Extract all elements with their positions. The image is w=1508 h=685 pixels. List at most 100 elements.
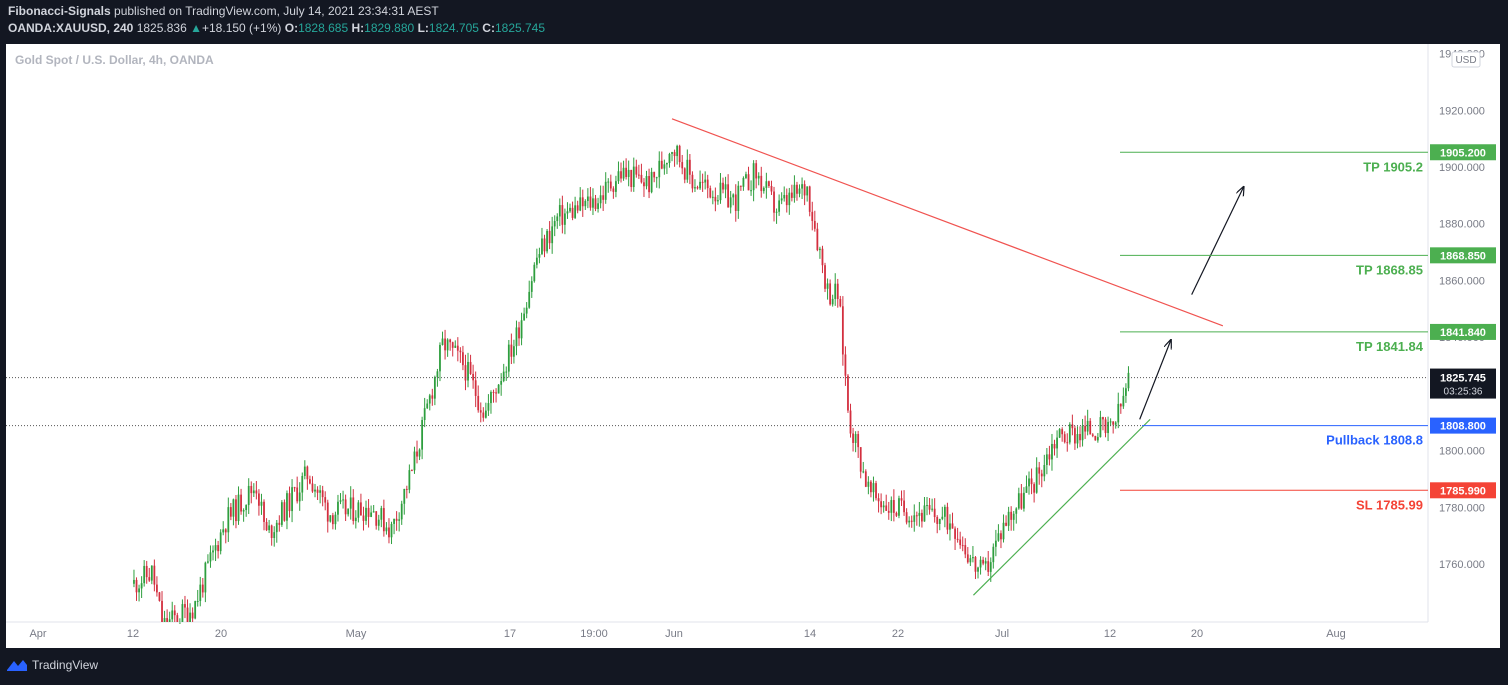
candle — [446, 338, 449, 357]
footer: TradingView — [6, 657, 98, 673]
axis-ticks: 1760.0001780.0001800.0001820.0001840.000… — [29, 49, 1485, 640]
candle — [908, 516, 911, 528]
candle — [903, 490, 905, 516]
candle — [1094, 435, 1097, 441]
candle — [311, 476, 314, 493]
candle — [566, 202, 569, 219]
candle — [747, 166, 750, 191]
candle — [319, 485, 322, 504]
candle — [380, 505, 383, 528]
candle — [921, 509, 923, 528]
candle — [492, 389, 495, 403]
candle — [538, 247, 541, 264]
candle — [166, 609, 169, 622]
candle — [992, 543, 995, 569]
candle — [852, 427, 854, 452]
candle — [316, 486, 319, 501]
currency-badge-frame[interactable] — [1451, 51, 1481, 68]
sl-price-tag: 1785.990 — [1430, 482, 1496, 499]
candle — [462, 345, 464, 371]
pullback-level-label: Pullback 1808.8 — [1326, 433, 1423, 448]
candle — [1081, 418, 1084, 447]
candle — [298, 482, 301, 511]
candle — [1048, 445, 1051, 466]
candle — [829, 279, 832, 306]
symbol-label[interactable]: OANDA:XAUUSD, 240 — [8, 21, 134, 35]
candle — [796, 181, 798, 201]
candle — [997, 524, 1000, 542]
candle — [472, 364, 475, 389]
close-label: C: — [482, 21, 495, 35]
candle — [1000, 530, 1002, 549]
candle — [719, 173, 722, 204]
candle — [150, 565, 153, 585]
candle — [961, 536, 964, 552]
candle — [1107, 416, 1109, 442]
candle — [1125, 383, 1127, 403]
candle — [411, 469, 413, 472]
candle — [905, 508, 908, 525]
candle — [326, 499, 329, 533]
candle — [505, 366, 508, 381]
author-name[interactable]: Fibonacci-Signals — [8, 4, 111, 18]
candle — [926, 497, 928, 516]
candle — [630, 169, 633, 192]
candle — [775, 208, 778, 224]
projection-arrow[interactable] — [1191, 187, 1244, 295]
tp-level-label: TP 1841.84 — [1356, 339, 1424, 354]
candle — [785, 188, 788, 213]
resistance-trendline[interactable] — [671, 118, 1224, 327]
candle — [959, 531, 962, 549]
candle — [204, 561, 207, 603]
candle — [732, 193, 735, 206]
candle — [592, 188, 594, 216]
candle — [181, 599, 184, 622]
ohlc-line: OANDA:XAUUSD, 240 1825.836 ▲+18.150 (+1%… — [8, 21, 545, 35]
candle — [362, 506, 365, 531]
candle — [196, 589, 199, 607]
candle — [964, 538, 967, 559]
svg-text:1785.990: 1785.990 — [1440, 485, 1486, 497]
footer-brand[interactable]: TradingView — [32, 658, 99, 672]
candle — [1109, 418, 1112, 427]
candle — [946, 502, 949, 535]
candle — [604, 172, 607, 204]
sl-level-label: SL 1785.99 — [1356, 497, 1423, 512]
candle — [1007, 506, 1010, 532]
candle — [232, 498, 235, 526]
candle — [913, 504, 916, 532]
support-trendline[interactable] — [972, 418, 1151, 596]
candle — [408, 464, 411, 494]
candle — [217, 540, 220, 559]
candle — [436, 368, 439, 387]
candle — [1063, 431, 1066, 444]
candle — [745, 171, 747, 180]
candle — [1043, 454, 1046, 482]
candle — [186, 599, 189, 622]
candle — [1076, 426, 1079, 449]
candle — [513, 339, 515, 364]
candle — [813, 210, 816, 232]
candle — [413, 446, 416, 474]
candle — [760, 166, 763, 198]
bar-countdown: 03:25:36 — [1444, 387, 1483, 398]
candle — [936, 515, 939, 534]
candle — [247, 478, 250, 515]
candle — [635, 159, 638, 178]
candle — [844, 346, 847, 386]
candle — [811, 201, 814, 231]
candle — [541, 227, 543, 256]
candle — [556, 213, 559, 229]
candle — [510, 333, 513, 365]
candle — [449, 338, 452, 351]
tp-price-tag: 1905.200 — [1430, 144, 1496, 161]
candle — [227, 497, 230, 542]
candle — [502, 363, 505, 383]
candle — [518, 321, 520, 346]
candle — [977, 566, 979, 579]
projection-arrow[interactable] — [1139, 340, 1171, 420]
candle — [821, 245, 824, 274]
candle — [398, 512, 401, 532]
candle — [885, 494, 888, 511]
